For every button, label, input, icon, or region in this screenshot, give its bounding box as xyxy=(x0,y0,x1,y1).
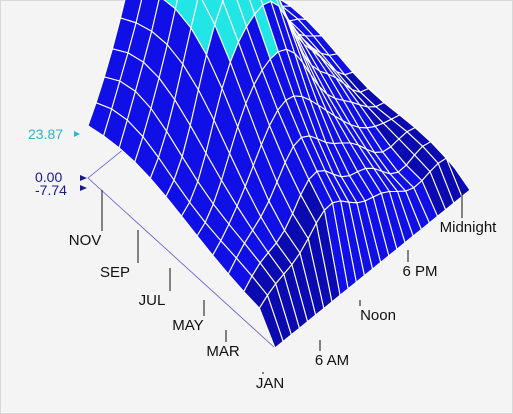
z-tick-arrow-top xyxy=(80,175,87,181)
surface-cell xyxy=(258,294,284,349)
month-tick-label: JUL xyxy=(139,292,166,309)
month-tick-label: JAN xyxy=(256,375,284,392)
z-marker-label: 23.87 xyxy=(28,126,63,142)
z-tick-label-top: 0.00 xyxy=(35,169,62,185)
z-axis: 23.87 0.00 -7.74 xyxy=(28,126,87,198)
month-tick-label: MAY xyxy=(172,317,203,334)
time-tick-label: 6 AM xyxy=(315,352,349,369)
time-tick-label: Noon xyxy=(360,307,396,324)
z-tick-arrow-bottom xyxy=(80,185,87,191)
month-tick-label: SEP xyxy=(100,264,130,281)
time-tick-label: Midnight xyxy=(440,219,498,236)
month-tick-label: NOV xyxy=(69,232,102,249)
z-marker-arrow xyxy=(74,131,80,137)
time-tick-label: 6 PM xyxy=(402,263,437,280)
z-tick-label-bottom: -7.74 xyxy=(35,182,67,198)
surface-layer xyxy=(87,0,471,349)
month-tick-label: MAR xyxy=(206,343,240,360)
